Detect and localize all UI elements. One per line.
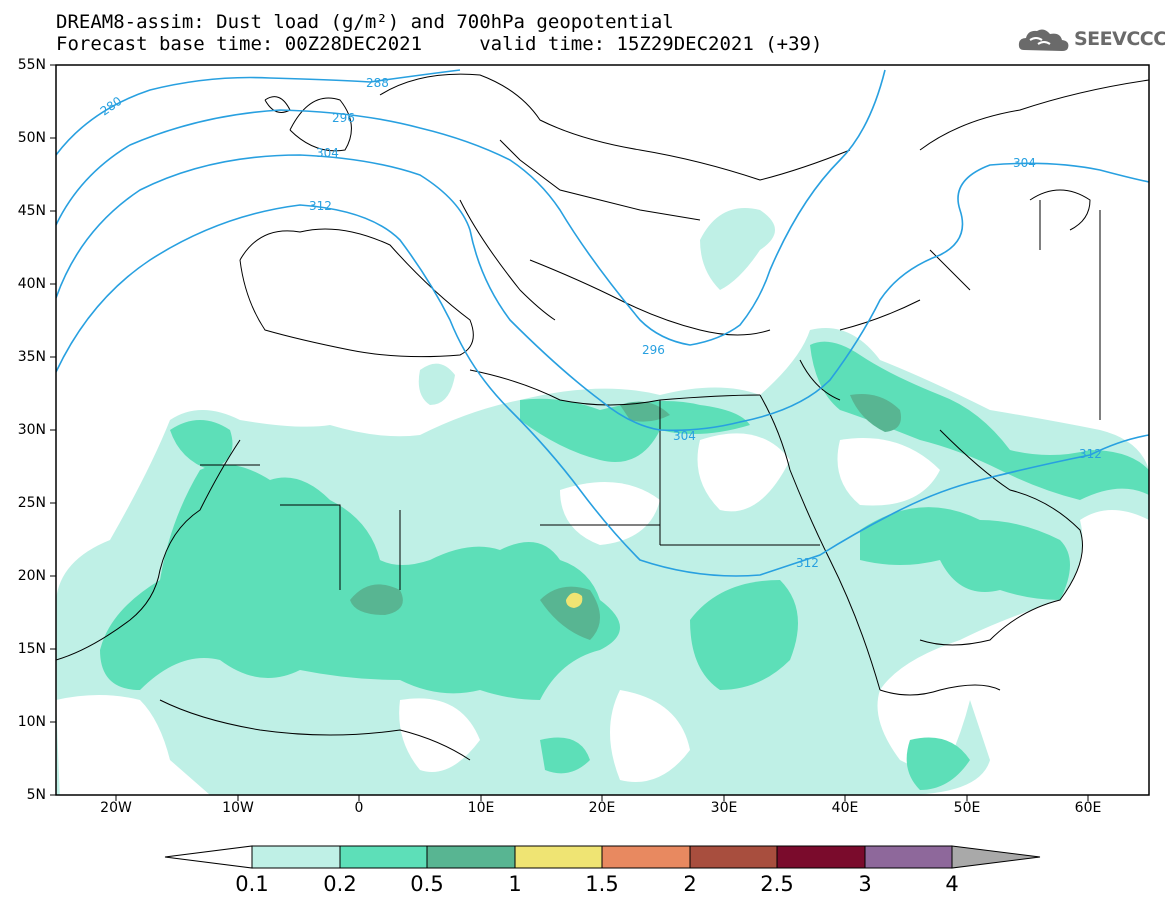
lon-label: 10E: [467, 800, 495, 816]
lat-label: 55N: [17, 57, 46, 73]
lat-label: 40N: [17, 276, 46, 292]
contour-label-296-east: 296: [642, 343, 665, 357]
lon-label: 40E: [831, 800, 859, 816]
lon-label: 20E: [588, 800, 616, 816]
dust-field: [56, 69, 1149, 795]
colorbar-label: 0.1: [235, 872, 269, 896]
contour-label-280: 280: [98, 94, 125, 119]
seevccc-logo: SEEVCCC: [1016, 26, 1165, 56]
lat-label: 10N: [17, 714, 46, 730]
contour-label-312-east: 312: [796, 556, 819, 570]
lat-label: 5N: [26, 787, 46, 803]
title-line-2: Forecast base time: 00Z28DEC2021 valid t…: [56, 33, 823, 55]
coastlines: [56, 73, 1149, 761]
lon-label: 30E: [710, 800, 738, 816]
colorbar-bin-0-1: [251, 845, 341, 869]
lon-label: 10W: [222, 800, 254, 816]
lon-label: 50E: [953, 800, 981, 816]
geopotential-contours: [56, 69, 1149, 577]
dust-level-1: [566, 592, 583, 608]
contour-label-304-ne: 304: [1013, 156, 1036, 170]
colorbar: [164, 845, 1041, 869]
colorbar-label: 0.2: [323, 872, 357, 896]
axis-ticks: [50, 64, 1089, 801]
colorbar-bin-2: [689, 845, 778, 869]
colorbar-label: 2: [683, 872, 697, 896]
colorbar-bin-1-5: [601, 845, 691, 869]
colorbar-bin-3: [864, 845, 953, 869]
colorbar-bin-0-5: [426, 845, 516, 869]
lat-label: 20N: [17, 568, 46, 584]
colorbar-label: 0.5: [410, 872, 444, 896]
colorbar-label: 2.5: [760, 872, 794, 896]
contour-label-312: 312: [309, 199, 332, 213]
colorbar-label: 1.5: [585, 872, 619, 896]
colorbar-label: 1: [508, 872, 522, 896]
colorbar-bin-0-2: [339, 845, 428, 869]
title-line-1: DREAM8-assim: Dust load (g/m²) and 700hP…: [56, 11, 674, 33]
contour-label-304: 304: [316, 146, 339, 160]
dust-level-0-5: [350, 394, 901, 640]
contour-label-288: 288: [366, 76, 389, 90]
colorbar-bin-1: [514, 845, 603, 869]
colorbar-label: 3: [858, 872, 872, 896]
cloud-icon: [1018, 29, 1069, 51]
contour-label-304-east: 304: [673, 429, 696, 443]
colorbar-low-arrow: [164, 845, 253, 869]
logo-text: SEEVCCC: [1074, 28, 1165, 50]
lat-label: 15N: [17, 641, 46, 657]
dust-level-0-2: [100, 341, 1149, 790]
lon-label: 60E: [1074, 800, 1102, 816]
lat-label: 30N: [17, 422, 46, 438]
lat-label: 45N: [17, 203, 46, 219]
lon-label: 20W: [100, 800, 132, 816]
contour-label-312-ne: 312: [1079, 447, 1102, 461]
colorbar-high-arrow: [951, 845, 1041, 869]
lat-label: 35N: [17, 349, 46, 365]
lon-label: 0: [354, 800, 364, 816]
lat-label: 25N: [17, 495, 46, 511]
colorbar-label: 4: [945, 872, 959, 896]
colorbar-bin-2-5: [776, 845, 866, 869]
lat-label: 50N: [17, 130, 46, 146]
contour-label-296: 296: [332, 111, 355, 125]
